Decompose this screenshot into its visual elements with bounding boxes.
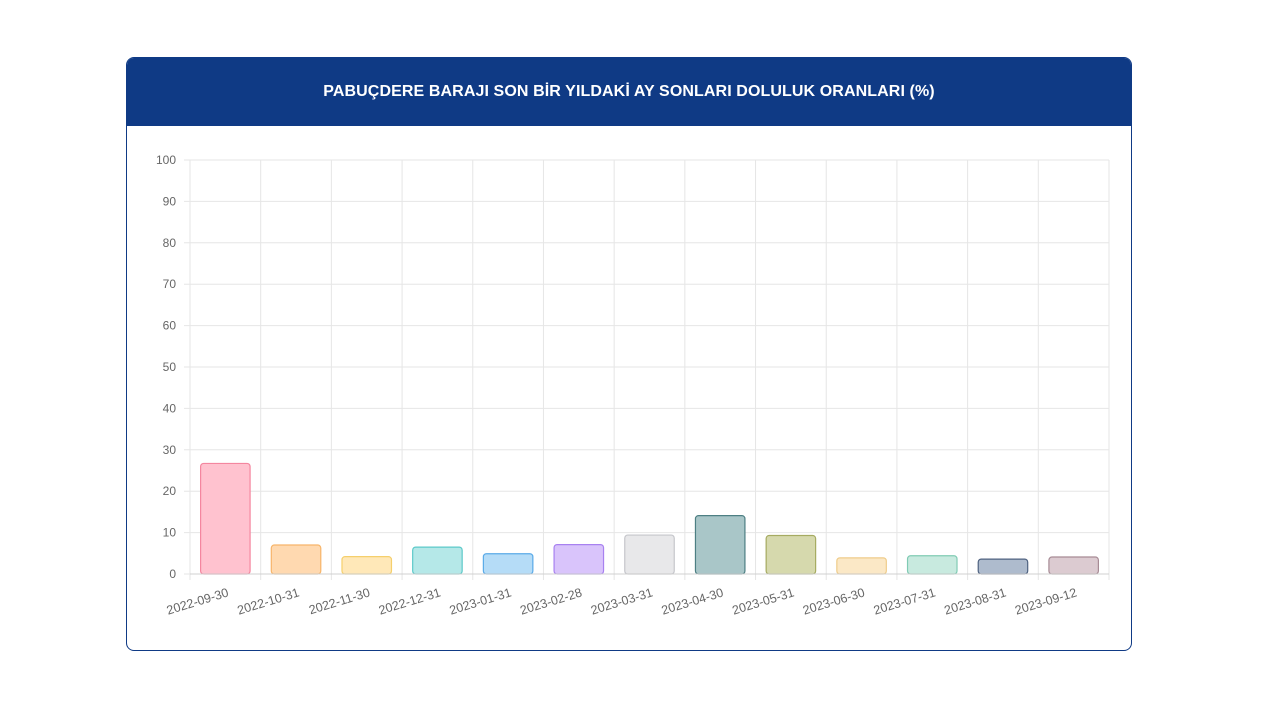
y-tick-label: 10 [163, 526, 177, 540]
x-tick-label: 2023-08-31 [943, 585, 1008, 617]
y-tick-label: 40 [163, 401, 177, 415]
bar-2023-03-31 [624, 534, 675, 575]
x-tick-label: 2022-12-31 [377, 585, 442, 617]
bar-2023-09-12 [1048, 556, 1099, 575]
x-tick-label: 2023-09-12 [1013, 585, 1078, 617]
y-tick-label: 0 [169, 567, 176, 581]
bar-2023-04-30 [694, 515, 746, 575]
y-tick-label: 70 [163, 277, 177, 291]
x-tick-label: 2023-05-31 [731, 585, 796, 617]
bar-2023-05-31 [765, 534, 817, 575]
bar-2023-06-30 [836, 557, 887, 575]
bar-2022-10-31 [270, 544, 322, 575]
y-tick-label: 50 [163, 360, 177, 374]
bar-2023-08-31 [977, 558, 1029, 575]
bar-2023-07-31 [906, 555, 958, 575]
x-tick-label: 2023-02-28 [518, 585, 583, 617]
x-tick-label: 2022-11-30 [307, 585, 371, 617]
x-tick-label: 2022-09-30 [165, 585, 230, 617]
x-tick-label: 2023-04-30 [660, 585, 725, 617]
x-tick-label: 2023-06-30 [801, 585, 866, 617]
y-tick-label: 60 [163, 319, 177, 333]
x-tick-label: 2022-10-31 [236, 585, 301, 617]
x-tick-label: 2023-03-31 [589, 585, 654, 617]
x-tick-label: 2023-01-31 [448, 585, 513, 617]
y-tick-label: 30 [163, 443, 177, 457]
x-tick-label: 2023-07-31 [872, 585, 937, 617]
bar-2022-09-30 [200, 462, 251, 575]
y-tick-label: 100 [156, 153, 176, 167]
y-tick-label: 80 [163, 236, 177, 250]
chart-header: PABUÇDERE BARAJI SON BİR YILDAKİ AY SONL… [127, 58, 1131, 126]
chart-title: PABUÇDERE BARAJI SON BİR YILDAKİ AY SONL… [323, 83, 935, 100]
y-tick-label: 20 [163, 484, 177, 498]
bar-2023-01-31 [482, 553, 534, 575]
y-tick-label: 90 [163, 194, 177, 208]
bar-2022-11-30 [341, 556, 393, 575]
bar-2022-12-31 [412, 546, 463, 575]
bar-2023-02-28 [553, 544, 605, 575]
